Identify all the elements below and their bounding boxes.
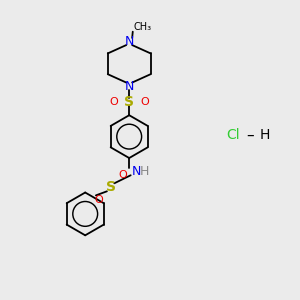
- Text: CH₃: CH₃: [134, 22, 152, 32]
- Text: Cl: Cl: [226, 128, 240, 142]
- Text: O: O: [110, 97, 118, 107]
- Text: –: –: [246, 128, 254, 142]
- Text: O: O: [94, 195, 103, 205]
- Text: N: N: [131, 165, 141, 178]
- Text: H: H: [259, 128, 270, 142]
- Text: O: O: [140, 97, 149, 107]
- Text: N: N: [124, 35, 134, 48]
- Text: S: S: [124, 95, 134, 109]
- Text: O: O: [119, 170, 128, 180]
- Text: S: S: [106, 180, 116, 194]
- Text: H: H: [140, 165, 149, 178]
- Text: N: N: [124, 80, 134, 93]
